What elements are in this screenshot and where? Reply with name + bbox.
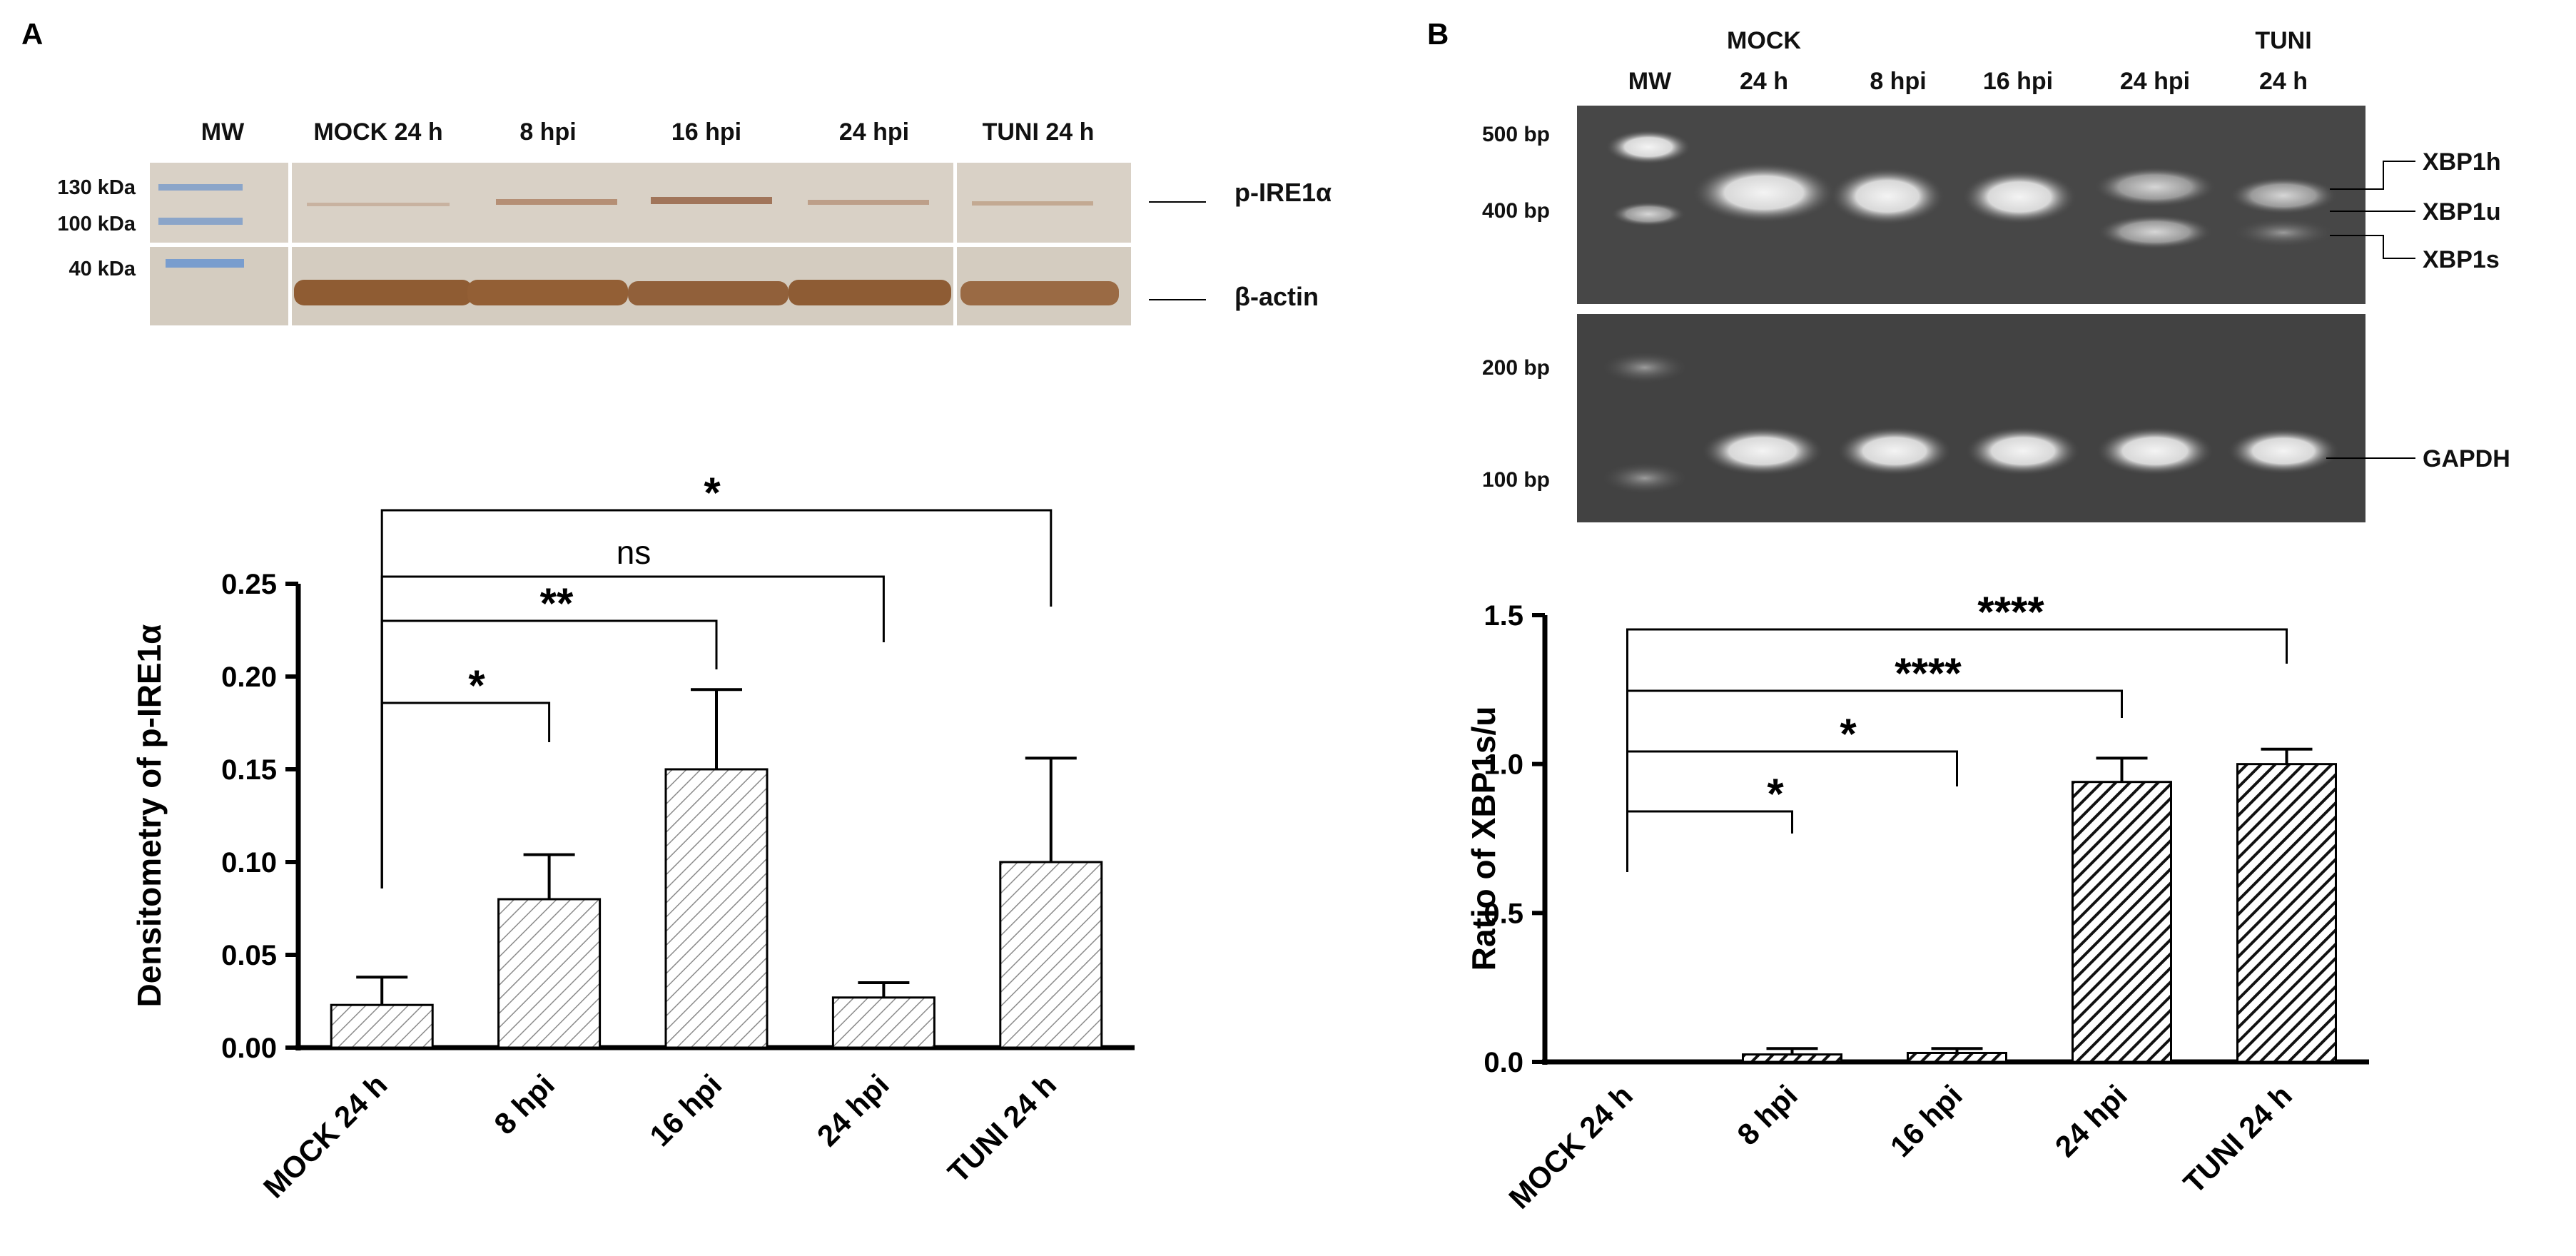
gel-lane-tuni-line2: 24 h bbox=[2259, 68, 2308, 95]
gel-lane-labels: MOCK TUNI MW 24 h 8 hpi 16 hpi 24 hpi 24… bbox=[1628, 27, 2312, 95]
panel-b-letter: B bbox=[1427, 17, 1449, 51]
blot-markers: 130 kDa 100 kDa 40 kDa bbox=[57, 176, 136, 280]
target-p-ire1a: p-IRE1α bbox=[1234, 178, 1332, 207]
x-tick-label: 8 hpi bbox=[487, 1068, 561, 1141]
marker-500bp: 500 bp bbox=[1482, 123, 1550, 146]
bar bbox=[2072, 781, 2172, 1063]
significance-label: * bbox=[468, 662, 485, 709]
blot-lane-tuni: TUNI 24 h bbox=[983, 118, 1095, 146]
marker-40kda: 40 kDa bbox=[69, 258, 136, 280]
chart-a: 0.00 0.05 0.10 0.15 0.20 0.25 Densitometry of … bbox=[131, 469, 1135, 1205]
significance-bracket bbox=[1626, 628, 2288, 872]
target-beta-actin: β-actin bbox=[1234, 282, 1319, 311]
marker-200bp: 200 bp bbox=[1482, 356, 1550, 380]
panel-b: B MOCK TUNI MW 24 h 8 hpi 16 hpi 24 hpi … bbox=[1427, 17, 2510, 1215]
significance-bracket bbox=[380, 509, 1053, 888]
y-tick-label: 0.25 bbox=[221, 569, 277, 600]
blot-lane-mw: MW bbox=[201, 118, 245, 146]
blot-lane-24hpi: 24 hpi bbox=[839, 118, 909, 146]
significance-label: * bbox=[704, 469, 721, 517]
panel-a-letter: A bbox=[21, 17, 43, 51]
y-tick-label: 0.10 bbox=[221, 847, 277, 878]
bar bbox=[2236, 763, 2337, 1063]
significance-bracket bbox=[1626, 810, 1793, 872]
band-xbp1h: XBP1h bbox=[2423, 148, 2501, 176]
x-tick-label: TUNI 24 h bbox=[941, 1068, 1063, 1189]
x-tick-label: 8 hpi bbox=[1730, 1078, 1804, 1152]
significance-label: **** bbox=[1977, 588, 2044, 636]
agarose-gel-image bbox=[1577, 106, 2365, 522]
bar bbox=[1742, 1053, 1842, 1063]
blot-lane-mock: MOCK 24 h bbox=[313, 118, 442, 146]
bar bbox=[664, 768, 769, 1049]
gel-lane-24hpi: 24 hpi bbox=[2120, 68, 2190, 95]
y-tick-label: 1.5 bbox=[1484, 600, 1523, 632]
x-tick-label: MOCK 24 h bbox=[1502, 1078, 1639, 1215]
blot-lane-16hpi: 16 hpi bbox=[671, 118, 741, 146]
marker-100kda: 100 kDa bbox=[57, 213, 136, 236]
band-labels: XBP1h XBP1u XBP1s GAPDH bbox=[2423, 148, 2510, 472]
y-tick-label: 1.0 bbox=[1484, 749, 1523, 781]
x-tick-label: TUNI 24 h bbox=[2177, 1078, 2298, 1200]
x-tick-label: MOCK 24 h bbox=[257, 1068, 394, 1205]
gel-lane-mock-line2: 24 h bbox=[1740, 68, 1788, 95]
y-axis-label: Densitometry of p-IRE1α bbox=[131, 624, 168, 1008]
significance-label: ** bbox=[540, 579, 574, 627]
bar bbox=[330, 1003, 434, 1049]
y-tick-label: 0.00 bbox=[221, 1033, 277, 1064]
significance-label: * bbox=[1767, 770, 1784, 818]
blot-lane-8hpi: 8 hpi bbox=[519, 118, 576, 146]
significance-label: **** bbox=[1895, 649, 1962, 697]
blot-lane-labels: MW MOCK 24 h 8 hpi 16 hpi 24 hpi TUNI 24… bbox=[201, 118, 1095, 146]
band-xbp1u: XBP1u bbox=[2423, 198, 2501, 226]
significance-bracket bbox=[380, 575, 885, 888]
gel-lane-mw: MW bbox=[1628, 68, 1672, 95]
significance-label: ns bbox=[617, 534, 651, 571]
band-callouts bbox=[2326, 161, 2415, 459]
bar bbox=[831, 996, 935, 1049]
western-blot-image bbox=[150, 163, 1131, 325]
gel-lane-mock-line1: MOCK bbox=[1727, 27, 1801, 54]
y-axis-label: Ratio of XBP1s/u bbox=[1465, 706, 1502, 971]
bar bbox=[999, 861, 1103, 1049]
bar bbox=[1907, 1051, 2007, 1063]
gel-lane-tuni-line1: TUNI bbox=[2255, 27, 2311, 54]
gel-lane-8hpi: 8 hpi bbox=[1870, 68, 1926, 95]
y-tick-label: 0.05 bbox=[221, 940, 277, 971]
panel-a: A MW MOCK 24 h 8 hpi 16 hpi 24 hpi TUNI … bbox=[21, 17, 1332, 1205]
x-tick-label: 16 hpi bbox=[643, 1068, 728, 1153]
band-gapdh: GAPDH bbox=[2423, 445, 2510, 472]
x-tick-label: 24 hpi bbox=[811, 1068, 896, 1153]
marker-100bp: 100 bp bbox=[1482, 468, 1550, 492]
significance-bracket bbox=[380, 702, 551, 888]
y-tick-label: 0.0 bbox=[1484, 1047, 1523, 1078]
marker-130kda: 130 kDa bbox=[57, 176, 136, 199]
gel-lane-16hpi: 16 hpi bbox=[1983, 68, 2053, 95]
band-xbp1s: XBP1s bbox=[2423, 246, 2500, 273]
x-tick-label: 16 hpi bbox=[1884, 1078, 1969, 1163]
bar bbox=[497, 898, 602, 1049]
chart-b: 0.0 0.5 1.0 1.5 Ratio of XBP1s/u MOCK 24 h 8 h… bbox=[1465, 588, 2369, 1215]
y-tick-label: 0.20 bbox=[221, 662, 277, 693]
y-tick-label: 0.15 bbox=[221, 754, 277, 786]
x-tick-label: 24 hpi bbox=[2049, 1078, 2134, 1163]
significance-bracket bbox=[1626, 689, 2123, 872]
gel-markers: 500 bp 400 bp 200 bp 100 bp bbox=[1482, 123, 1550, 492]
significance-label: * bbox=[1840, 710, 1857, 758]
y-tick-label: 0.5 bbox=[1484, 898, 1523, 929]
marker-400bp: 400 bp bbox=[1482, 199, 1550, 223]
